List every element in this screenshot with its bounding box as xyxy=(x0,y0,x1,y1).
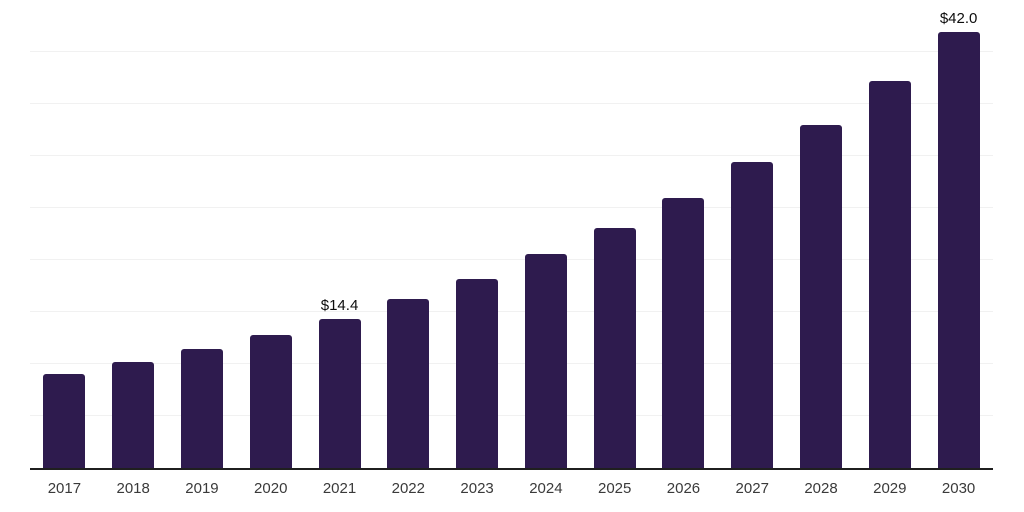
x-tick-label-2027: 2027 xyxy=(735,480,769,497)
x-tick-label-2022: 2022 xyxy=(391,480,425,497)
gridline xyxy=(30,207,993,208)
x-tick-label-2018: 2018 xyxy=(116,480,150,497)
bar-2027 xyxy=(731,162,774,469)
gridline xyxy=(30,415,993,416)
bar-2025 xyxy=(593,227,636,469)
bar-2024 xyxy=(524,253,567,469)
bar-2029 xyxy=(868,81,911,469)
data-label-2030: $42.0 xyxy=(939,9,978,27)
bar-2030 xyxy=(937,32,980,469)
x-tick-label-2029: 2029 xyxy=(873,480,907,497)
data-label-2021: $14.4 xyxy=(320,296,359,314)
bar-2022 xyxy=(387,299,430,469)
gridline xyxy=(30,311,993,312)
x-tick-label-2019: 2019 xyxy=(185,480,219,497)
bar-2018 xyxy=(112,361,155,469)
x-tick-label-2028: 2028 xyxy=(804,480,838,497)
x-tick-label-2024: 2024 xyxy=(529,480,563,497)
bar-2019 xyxy=(180,349,223,469)
x-tick-label-2020: 2020 xyxy=(254,480,288,497)
bar-2020 xyxy=(249,334,292,469)
gridline xyxy=(30,155,993,156)
bar-2017 xyxy=(43,374,86,469)
x-tick-label-2025: 2025 xyxy=(597,480,632,497)
plot-area: $14.4 $42.0 xyxy=(30,0,993,470)
x-tick-label-2030: 2030 xyxy=(941,480,976,497)
x-tick-label-2026: 2026 xyxy=(666,480,701,497)
x-axis-tick-labels: 2017 2018 2019 2020 2021 2022 2023 2024 2025 2026… xyxy=(30,480,993,503)
gridline xyxy=(30,51,993,52)
gridline xyxy=(30,259,993,260)
x-tick-label-2021: 2021 xyxy=(322,480,357,497)
bar-2021 xyxy=(318,319,361,469)
gridline xyxy=(30,103,993,104)
x-axis-line xyxy=(30,468,993,470)
bar-2026 xyxy=(662,197,705,469)
bar-2028 xyxy=(800,124,843,469)
x-tick-label-2023: 2023 xyxy=(460,480,494,497)
bar-2023 xyxy=(456,278,499,469)
gridline xyxy=(30,363,993,364)
x-tick-label-2017: 2017 xyxy=(47,480,82,497)
